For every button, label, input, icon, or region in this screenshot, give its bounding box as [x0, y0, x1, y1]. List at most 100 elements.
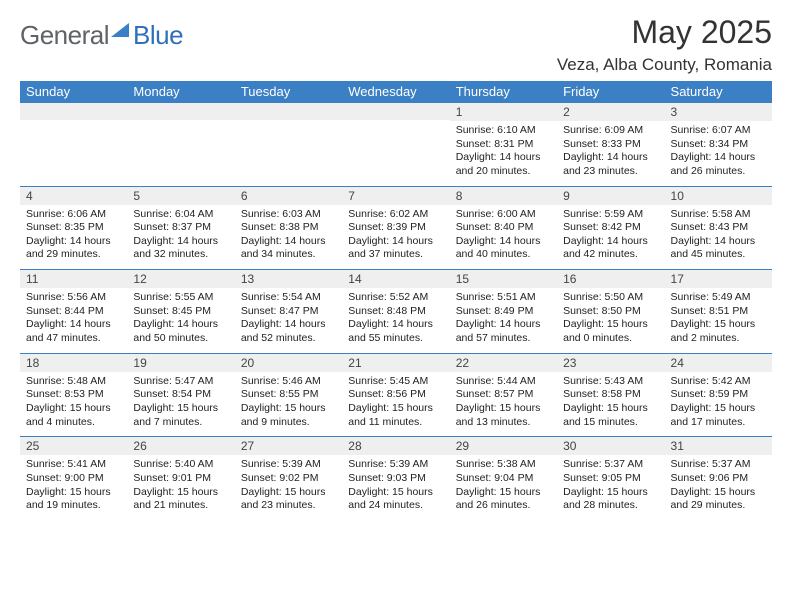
day-body: Sunrise: 6:07 AMSunset: 8:34 PMDaylight:… [665, 121, 772, 186]
day-body: Sunrise: 5:45 AMSunset: 8:56 PMDaylight:… [342, 372, 449, 437]
day-number: 2 [557, 103, 664, 121]
day-number: 8 [450, 187, 557, 205]
day-body: Sunrise: 6:03 AMSunset: 8:38 PMDaylight:… [235, 205, 342, 270]
daylight-line-1: Daylight: 15 hours [26, 486, 121, 500]
daylight-line-2: and 7 minutes. [133, 416, 228, 430]
day-number: 10 [665, 187, 772, 205]
day-body: Sunrise: 5:41 AMSunset: 9:00 PMDaylight:… [20, 455, 127, 520]
daylight-line-1: Daylight: 15 hours [133, 486, 228, 500]
day-body: Sunrise: 5:43 AMSunset: 8:58 PMDaylight:… [557, 372, 664, 437]
daylight-line-2: and 26 minutes. [671, 165, 766, 179]
calendar-body: 1Sunrise: 6:10 AMSunset: 8:31 PMDaylight… [20, 103, 772, 520]
sunrise-line: Sunrise: 5:46 AM [241, 375, 336, 389]
calendar-day-cell: 14Sunrise: 5:52 AMSunset: 8:48 PMDayligh… [342, 270, 449, 354]
daylight-line-1: Daylight: 14 hours [241, 318, 336, 332]
daylight-line-1: Daylight: 14 hours [348, 235, 443, 249]
day-number: 19 [127, 354, 234, 372]
day-body: Sunrise: 6:06 AMSunset: 8:35 PMDaylight:… [20, 205, 127, 270]
day-number [20, 103, 127, 120]
sunset-line: Sunset: 8:58 PM [563, 388, 658, 402]
daylight-line-1: Daylight: 15 hours [671, 486, 766, 500]
daylight-line-2: and 15 minutes. [563, 416, 658, 430]
sail-icon [111, 23, 129, 37]
sunset-line: Sunset: 8:50 PM [563, 305, 658, 319]
day-body: Sunrise: 5:54 AMSunset: 8:47 PMDaylight:… [235, 288, 342, 353]
sunset-line: Sunset: 8:56 PM [348, 388, 443, 402]
day-number: 14 [342, 270, 449, 288]
calendar-day-cell: 10Sunrise: 5:58 AMSunset: 8:43 PMDayligh… [665, 186, 772, 270]
day-number: 20 [235, 354, 342, 372]
calendar-day-cell: 4Sunrise: 6:06 AMSunset: 8:35 PMDaylight… [20, 186, 127, 270]
day-body [235, 120, 342, 178]
daylight-line-2: and 26 minutes. [456, 499, 551, 513]
sunset-line: Sunset: 8:59 PM [671, 388, 766, 402]
brand-part1: General [20, 20, 109, 51]
sunset-line: Sunset: 8:49 PM [456, 305, 551, 319]
brand-part2: Blue [133, 20, 183, 51]
sunrise-line: Sunrise: 5:51 AM [456, 291, 551, 305]
day-number [127, 103, 234, 120]
day-number: 9 [557, 187, 664, 205]
daylight-line-2: and 2 minutes. [671, 332, 766, 346]
brand-logo: General Blue [20, 14, 183, 51]
daylight-line-1: Daylight: 14 hours [26, 318, 121, 332]
calendar-week-row: 1Sunrise: 6:10 AMSunset: 8:31 PMDaylight… [20, 103, 772, 187]
sunset-line: Sunset: 8:40 PM [456, 221, 551, 235]
daylight-line-1: Daylight: 14 hours [241, 235, 336, 249]
calendar-day-cell: 5Sunrise: 6:04 AMSunset: 8:37 PMDaylight… [127, 186, 234, 270]
daylight-line-2: and 47 minutes. [26, 332, 121, 346]
day-body: Sunrise: 5:52 AMSunset: 8:48 PMDaylight:… [342, 288, 449, 353]
day-body: Sunrise: 5:55 AMSunset: 8:45 PMDaylight:… [127, 288, 234, 353]
calendar-day-cell: 13Sunrise: 5:54 AMSunset: 8:47 PMDayligh… [235, 270, 342, 354]
sunrise-line: Sunrise: 6:03 AM [241, 208, 336, 222]
day-body [127, 120, 234, 178]
daylight-line-2: and 37 minutes. [348, 248, 443, 262]
daylight-line-1: Daylight: 15 hours [671, 402, 766, 416]
sunset-line: Sunset: 9:05 PM [563, 472, 658, 486]
day-body: Sunrise: 5:50 AMSunset: 8:50 PMDaylight:… [557, 288, 664, 353]
day-number: 24 [665, 354, 772, 372]
calendar-week-row: 11Sunrise: 5:56 AMSunset: 8:44 PMDayligh… [20, 270, 772, 354]
sunrise-line: Sunrise: 5:42 AM [671, 375, 766, 389]
daylight-line-1: Daylight: 15 hours [456, 402, 551, 416]
sunrise-line: Sunrise: 6:07 AM [671, 124, 766, 138]
day-body: Sunrise: 6:02 AMSunset: 8:39 PMDaylight:… [342, 205, 449, 270]
day-number: 30 [557, 437, 664, 455]
day-number: 17 [665, 270, 772, 288]
weekday-head: Saturday [665, 81, 772, 103]
daylight-line-1: Daylight: 14 hours [456, 151, 551, 165]
calendar-day-cell [20, 103, 127, 187]
day-number: 4 [20, 187, 127, 205]
sunrise-line: Sunrise: 6:04 AM [133, 208, 228, 222]
calendar-day-cell: 23Sunrise: 5:43 AMSunset: 8:58 PMDayligh… [557, 353, 664, 437]
daylight-line-2: and 29 minutes. [671, 499, 766, 513]
weekday-head: Sunday [20, 81, 127, 103]
sunrise-line: Sunrise: 5:59 AM [563, 208, 658, 222]
day-body: Sunrise: 5:44 AMSunset: 8:57 PMDaylight:… [450, 372, 557, 437]
day-body: Sunrise: 5:42 AMSunset: 8:59 PMDaylight:… [665, 372, 772, 437]
sunrise-line: Sunrise: 6:06 AM [26, 208, 121, 222]
daylight-line-2: and 45 minutes. [671, 248, 766, 262]
sunrise-line: Sunrise: 5:39 AM [241, 458, 336, 472]
weekday-head: Tuesday [235, 81, 342, 103]
calendar-day-cell: 30Sunrise: 5:37 AMSunset: 9:05 PMDayligh… [557, 437, 664, 520]
sunrise-line: Sunrise: 5:58 AM [671, 208, 766, 222]
weekday-head: Wednesday [342, 81, 449, 103]
calendar-day-cell: 19Sunrise: 5:47 AMSunset: 8:54 PMDayligh… [127, 353, 234, 437]
daylight-line-1: Daylight: 14 hours [133, 235, 228, 249]
sunrise-line: Sunrise: 6:10 AM [456, 124, 551, 138]
daylight-line-1: Daylight: 15 hours [348, 402, 443, 416]
calendar-day-cell: 24Sunrise: 5:42 AMSunset: 8:59 PMDayligh… [665, 353, 772, 437]
calendar-day-cell [342, 103, 449, 187]
day-number: 3 [665, 103, 772, 121]
sunset-line: Sunset: 8:54 PM [133, 388, 228, 402]
sunset-line: Sunset: 9:03 PM [348, 472, 443, 486]
day-body: Sunrise: 5:49 AMSunset: 8:51 PMDaylight:… [665, 288, 772, 353]
daylight-line-2: and 55 minutes. [348, 332, 443, 346]
daylight-line-2: and 9 minutes. [241, 416, 336, 430]
sunrise-line: Sunrise: 5:40 AM [133, 458, 228, 472]
sunrise-line: Sunrise: 6:09 AM [563, 124, 658, 138]
sunrise-line: Sunrise: 5:56 AM [26, 291, 121, 305]
calendar-day-cell: 29Sunrise: 5:38 AMSunset: 9:04 PMDayligh… [450, 437, 557, 520]
calendar-day-cell [127, 103, 234, 187]
